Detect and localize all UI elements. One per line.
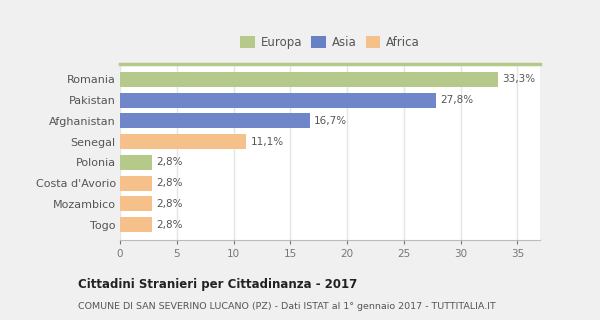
- Bar: [120, 155, 152, 170]
- Bar: [120, 72, 498, 87]
- Bar: [120, 114, 310, 128]
- Text: COMUNE DI SAN SEVERINO LUCANO (PZ) - Dati ISTAT al 1° gennaio 2017 - TUTTITALIA.: COMUNE DI SAN SEVERINO LUCANO (PZ) - Dat…: [78, 302, 496, 311]
- Text: Cittadini Stranieri per Cittadinanza - 2017: Cittadini Stranieri per Cittadinanza - 2…: [78, 278, 357, 292]
- Bar: [120, 176, 152, 190]
- Text: 16,7%: 16,7%: [314, 116, 347, 126]
- Text: 11,1%: 11,1%: [251, 137, 284, 147]
- Text: 2,8%: 2,8%: [157, 178, 183, 188]
- Text: 27,8%: 27,8%: [440, 95, 473, 105]
- Bar: [120, 196, 152, 211]
- Text: 2,8%: 2,8%: [157, 199, 183, 209]
- Text: 2,8%: 2,8%: [157, 220, 183, 229]
- Text: 33,3%: 33,3%: [503, 75, 536, 84]
- Bar: [120, 134, 246, 149]
- Text: 2,8%: 2,8%: [157, 157, 183, 167]
- Bar: [120, 217, 152, 232]
- Legend: Europa, Asia, Africa: Europa, Asia, Africa: [236, 31, 424, 54]
- Bar: [120, 93, 436, 108]
